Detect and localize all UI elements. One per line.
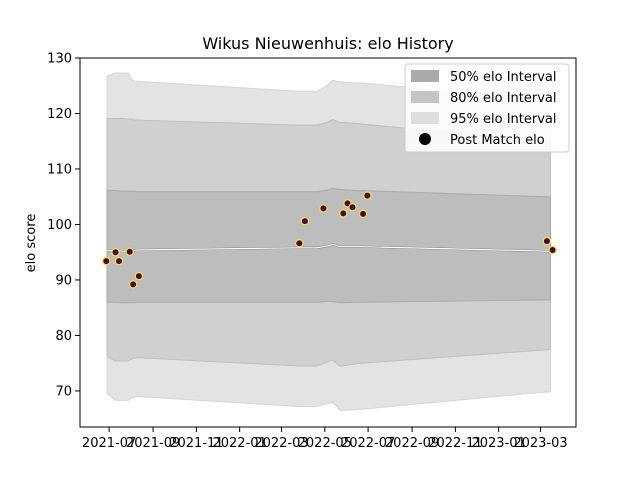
x-tick-label-6: 2022-07 bbox=[341, 436, 395, 451]
x-tick-label-3: 2022-01 bbox=[212, 436, 266, 451]
x-tick-label-5: 2022-05 bbox=[298, 436, 352, 451]
axes-frame bbox=[79, 57, 577, 428]
post-match-point-8 bbox=[319, 204, 328, 213]
x-axis-ticks: 2021-072021-092021-112022-012022-032022-… bbox=[82, 427, 568, 451]
y-axis-label: elo score bbox=[24, 214, 39, 273]
plot-area bbox=[102, 72, 557, 411]
post-match-points bbox=[102, 191, 557, 289]
x-tick-label-8: 2022-11 bbox=[428, 436, 482, 451]
post-match-point-7 bbox=[300, 216, 310, 226]
post-match-point-11 bbox=[348, 203, 357, 212]
post-match-point-0 bbox=[102, 256, 111, 266]
x-tick-label-0: 2021-07 bbox=[82, 436, 136, 451]
post-match-point-6 bbox=[295, 239, 304, 248]
legend: 50% elo Interval 80% elo Interval 95% el… bbox=[404, 63, 570, 153]
legend-label-point: Post Match elo bbox=[450, 133, 545, 148]
legend-label-80: 80% elo Interval bbox=[450, 91, 557, 106]
y-tick-label-2: 90 bbox=[55, 273, 72, 288]
x-tick-label-7: 2022-09 bbox=[385, 436, 439, 451]
legend-box bbox=[404, 63, 570, 153]
post-match-point-12 bbox=[358, 209, 368, 219]
y-tick-label-6: 130 bbox=[47, 52, 72, 67]
y-tick-label-4: 110 bbox=[47, 162, 72, 177]
x-tick-label-9: 2023-01 bbox=[471, 436, 525, 451]
post-match-point-1 bbox=[111, 247, 120, 257]
legend-label-95: 95% elo Interval bbox=[450, 112, 557, 127]
y-tick-label-0: 70 bbox=[55, 384, 72, 399]
legend-label-50: 50% elo Interval bbox=[450, 70, 557, 85]
chart-title: Wikus Nieuwenhuis: elo History bbox=[202, 34, 453, 53]
post-match-point-13 bbox=[363, 191, 372, 200]
post-match-point-15 bbox=[548, 245, 557, 255]
post-match-point-9 bbox=[339, 209, 348, 218]
x-tick-label-2: 2021-11 bbox=[169, 436, 223, 451]
legend-swatch-95 bbox=[411, 112, 439, 124]
x-tick-label-10: 2023-03 bbox=[513, 436, 567, 451]
post-match-point-3 bbox=[125, 247, 134, 256]
x-tick-label-1: 2021-09 bbox=[126, 436, 180, 451]
y-tick-label-5: 120 bbox=[47, 107, 72, 122]
legend-swatch-80 bbox=[411, 91, 439, 103]
post-match-point-4 bbox=[128, 280, 138, 289]
legend-swatch-50 bbox=[411, 70, 439, 82]
post-match-point-5 bbox=[134, 271, 144, 281]
post-match-point-2 bbox=[114, 256, 124, 266]
post-match-point-14 bbox=[542, 236, 552, 246]
y-tick-label-3: 100 bbox=[47, 218, 72, 233]
x-tick-label-4: 2022-03 bbox=[254, 436, 308, 451]
y-tick-label-1: 80 bbox=[55, 329, 72, 344]
legend-marker-point bbox=[419, 133, 431, 145]
y-axis-ticks: 70 80 90 100 110 120 130 bbox=[47, 52, 80, 399]
